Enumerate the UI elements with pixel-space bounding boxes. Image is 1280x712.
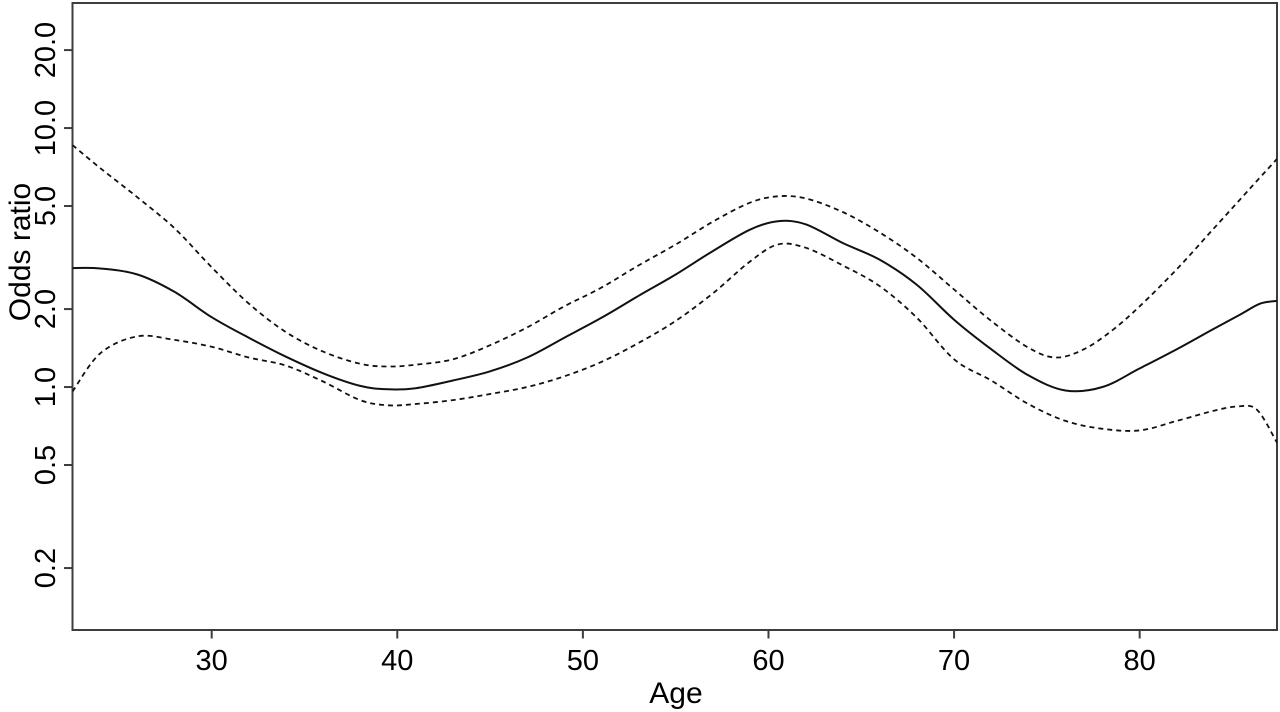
ci-lower-line	[72, 242, 1277, 444]
axes-layer: 30 40 50 60 70 80 0.2 0.5 1.0 2.0 5.0 10.0 20.0	[30, 2, 1278, 677]
x-tick-label: 50	[567, 645, 599, 677]
y-tick-label: 2.0	[30, 289, 62, 329]
y-tick-label: 0.2	[30, 548, 62, 588]
x-axis-label: Age	[649, 677, 702, 710]
y-tick-label: 1.0	[30, 367, 62, 407]
plot-border	[71, 2, 1278, 631]
x-tick-label: 80	[1124, 645, 1156, 677]
y-tick-label: 10.0	[30, 100, 62, 156]
ci-upper-line	[72, 144, 1277, 368]
odds-ratio-estimate-line	[72, 219, 1277, 393]
x-tick-label: 30	[196, 645, 228, 677]
y-tick-label: 20.0	[30, 22, 62, 78]
y-tick-label: 0.5	[30, 445, 62, 485]
y-axis-label: Odds ratio	[4, 183, 37, 321]
x-tick-label: 40	[381, 645, 413, 677]
x-tick-label: 70	[938, 645, 970, 677]
y-tick-label: 5.0	[30, 186, 62, 226]
curves-layer	[72, 144, 1277, 444]
x-tick-label: 60	[752, 645, 784, 677]
